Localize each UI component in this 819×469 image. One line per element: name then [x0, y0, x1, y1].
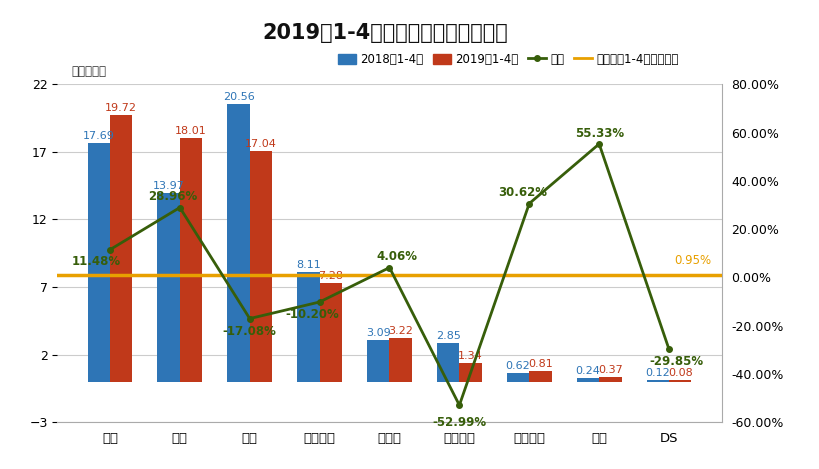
Bar: [227, 104, 250, 382]
Bar: [437, 343, 459, 382]
Text: 0.12: 0.12: [645, 368, 669, 378]
Bar: [389, 338, 411, 382]
Text: 0.62: 0.62: [505, 361, 530, 371]
Bar: [157, 193, 179, 382]
Bar: [646, 380, 668, 382]
Text: -10.20%: -10.20%: [285, 308, 339, 320]
Text: 0.37: 0.37: [597, 364, 622, 375]
Bar: [599, 377, 621, 382]
Text: 3.09: 3.09: [365, 328, 390, 338]
Text: 0.81: 0.81: [527, 359, 552, 369]
Text: 20.56: 20.56: [223, 92, 254, 102]
Text: -52.99%: -52.99%: [432, 416, 486, 429]
Text: 0.24: 0.24: [575, 366, 600, 376]
Text: 18.01: 18.01: [175, 126, 206, 136]
Bar: [668, 380, 690, 382]
Bar: [459, 363, 482, 382]
Text: 17.04: 17.04: [245, 139, 277, 150]
Text: 单位：万辆: 单位：万辆: [71, 65, 106, 78]
Text: 3.22: 3.22: [387, 326, 413, 336]
Bar: [319, 283, 342, 382]
Text: 17.69: 17.69: [83, 130, 115, 141]
Text: 1.34: 1.34: [458, 351, 482, 362]
Text: -17.08%: -17.08%: [223, 325, 276, 338]
Bar: [250, 151, 272, 382]
Bar: [88, 143, 110, 382]
Text: 11.48%: 11.48%: [71, 255, 120, 268]
Bar: [296, 272, 319, 382]
Bar: [576, 378, 599, 382]
Text: 2.85: 2.85: [435, 331, 460, 341]
Text: 19.72: 19.72: [105, 103, 137, 113]
Text: 2019年1-4月豪华品牌销量同比增速: 2019年1-4月豪华品牌销量同比增速: [262, 23, 508, 44]
Text: 28.96%: 28.96%: [148, 190, 197, 203]
Text: -29.85%: -29.85%: [648, 355, 702, 368]
Bar: [506, 373, 528, 382]
Text: 7.28: 7.28: [318, 271, 343, 281]
Text: 8.11: 8.11: [296, 260, 320, 270]
Bar: [367, 340, 389, 382]
Bar: [110, 115, 132, 382]
Bar: [179, 138, 202, 382]
Legend: 2018年1-4月, 2019年1-4月, 同比, 豪华品牌1-4月平均增幅: 2018年1-4月, 2019年1-4月, 同比, 豪华品牌1-4月平均增幅: [333, 48, 683, 70]
Text: 4.06%: 4.06%: [376, 250, 417, 263]
Text: 0.95%: 0.95%: [673, 254, 710, 267]
Text: 13.97: 13.97: [152, 181, 184, 191]
Text: 0.08: 0.08: [667, 369, 692, 378]
Text: 55.33%: 55.33%: [574, 127, 623, 140]
Text: 30.62%: 30.62%: [497, 186, 546, 199]
Bar: [528, 371, 551, 382]
